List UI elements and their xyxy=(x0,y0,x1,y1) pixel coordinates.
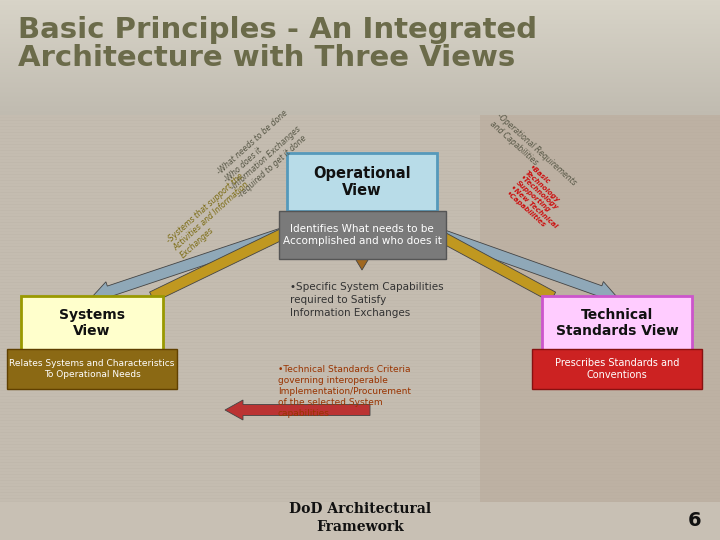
FancyArrow shape xyxy=(353,215,371,270)
Text: •Specific System Capabilities
required to Satisfy
Information Exchanges: •Specific System Capabilities required t… xyxy=(290,282,444,319)
FancyArrow shape xyxy=(150,209,332,302)
FancyArrow shape xyxy=(392,210,556,302)
FancyBboxPatch shape xyxy=(542,296,692,350)
Text: Identifies What needs to be
Accomplished and who does it: Identifies What needs to be Accomplished… xyxy=(282,224,441,246)
Text: •Technical Standards Criteria
governing interoperable
Implementation/Procurement: •Technical Standards Criteria governing … xyxy=(278,365,411,418)
Text: Basic Principles - An Integrated: Basic Principles - An Integrated xyxy=(18,16,537,44)
Text: -What needs to be done
-Who does it
-Information Exchanges
-required to get it d: -What needs to be done -Who does it -Inf… xyxy=(215,109,310,200)
FancyArrow shape xyxy=(370,205,617,300)
Bar xyxy=(0,502,720,540)
Text: -Systems that support the
Activities and Information
Exchanges: -Systems that support the Activities and… xyxy=(165,171,259,260)
FancyArrow shape xyxy=(225,400,370,420)
Text: Systems
View: Systems View xyxy=(59,308,125,338)
Text: Prescribes Standards and
Conventions: Prescribes Standards and Conventions xyxy=(555,358,679,380)
Text: DoD Architectural
Framework: DoD Architectural Framework xyxy=(289,502,431,534)
Text: Operational
View: Operational View xyxy=(313,166,411,198)
Text: Architecture with Three Views: Architecture with Three Views xyxy=(18,44,516,72)
Text: •Basic
Technology
•Technology
Supporting
•New Technical
•Capabilities: •Basic Technology •Technology Supporting… xyxy=(505,164,577,235)
Text: Technical
Standards View: Technical Standards View xyxy=(556,308,678,338)
Text: -Operational Requirements
and Capabilities: -Operational Requirements and Capabiliti… xyxy=(488,111,578,195)
Text: Relates Systems and Characteristics
To Operational Needs: Relates Systems and Characteristics To O… xyxy=(9,359,175,379)
Bar xyxy=(0,115,720,510)
Bar xyxy=(480,115,720,510)
FancyBboxPatch shape xyxy=(7,349,177,389)
FancyBboxPatch shape xyxy=(21,296,163,350)
FancyBboxPatch shape xyxy=(279,211,446,259)
Text: 6: 6 xyxy=(688,511,702,530)
FancyBboxPatch shape xyxy=(287,153,437,211)
FancyArrow shape xyxy=(92,205,354,301)
FancyBboxPatch shape xyxy=(532,349,702,389)
